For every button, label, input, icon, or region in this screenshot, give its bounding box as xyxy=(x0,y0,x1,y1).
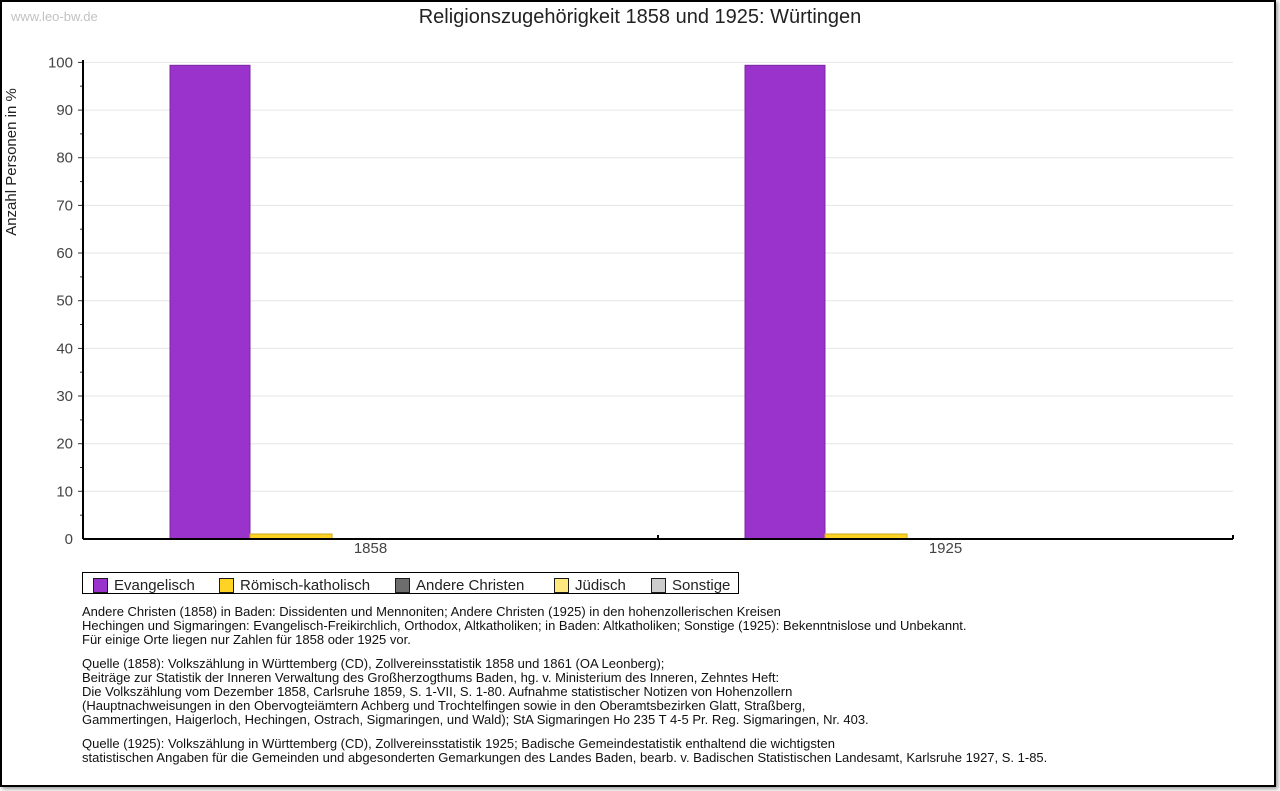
svg-text:50: 50 xyxy=(56,293,73,310)
svg-text:10: 10 xyxy=(56,483,73,500)
svg-text:0: 0 xyxy=(65,531,73,548)
svg-text:Anzahl Personen in %: Anzahl Personen in % xyxy=(3,88,20,236)
svg-text:60: 60 xyxy=(56,245,73,262)
svg-text:1858: 1858 xyxy=(354,540,387,557)
svg-text:70: 70 xyxy=(56,197,73,214)
svg-text:1925: 1925 xyxy=(929,540,962,557)
svg-text:30: 30 xyxy=(56,388,73,405)
svg-text:80: 80 xyxy=(56,150,73,167)
svg-text:20: 20 xyxy=(56,436,73,453)
svg-text:100: 100 xyxy=(48,54,73,71)
svg-text:40: 40 xyxy=(56,340,73,357)
svg-text:90: 90 xyxy=(56,102,73,119)
